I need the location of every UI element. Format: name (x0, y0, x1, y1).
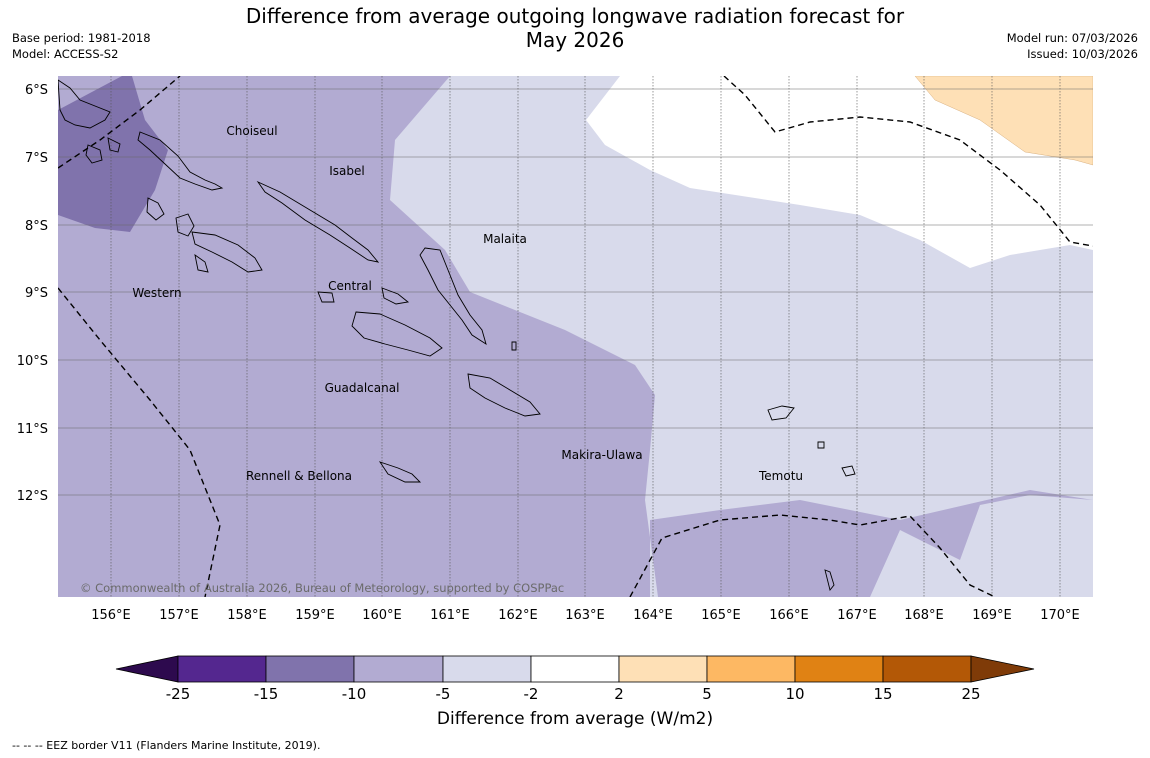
model-name: Model: ACCESS-S2 (12, 47, 119, 61)
lon-label: 170°E (1040, 608, 1080, 623)
colorbar-tick: 5 (702, 685, 712, 703)
colorbar-swatch (618, 655, 708, 683)
lat-label: 9°S (25, 286, 48, 301)
eez-borders (58, 76, 1093, 597)
colorbar-swatch (353, 655, 444, 683)
lon-label: 164°E (633, 608, 673, 623)
colorbar-tick: -15 (254, 685, 279, 703)
colorbar-tick: 2 (614, 685, 624, 703)
anomaly-band-p2-p5 (914, 76, 1093, 166)
lon-label: 167°E (837, 608, 877, 623)
region-labels: Choiseul Isabel Malaita Western Central … (132, 124, 803, 483)
colorbar-swatch (265, 655, 355, 683)
colorbar-swatch (882, 655, 972, 683)
lon-label: 166°E (769, 608, 809, 623)
colorbar-swatch (530, 655, 620, 683)
lat-label: 8°S (25, 219, 48, 234)
colorbar-tick: 25 (961, 685, 980, 703)
lon-label: 157°E (159, 608, 199, 623)
longitude-axis: 156°E 157°E 158°E 159°E 160°E 161°E 162°… (91, 608, 1080, 623)
lon-label: 160°E (362, 608, 402, 623)
colorbar-tick: -2 (524, 685, 539, 703)
anomaly-band-m2-p2 (586, 76, 1093, 268)
copyright-notice: © Commonwealth of Australia 2026, Bureau… (80, 581, 564, 595)
base-period: Base period: 1981-2018 (12, 31, 151, 45)
lat-label: 6°S (25, 83, 48, 98)
coastlines (58, 79, 856, 591)
region-label-malaita: Malaita (483, 232, 527, 246)
colorbar-tick: -5 (436, 685, 451, 703)
colorbar-swatch (442, 655, 532, 683)
region-label-isabel: Isabel (329, 164, 364, 178)
region-label-western: Western (132, 286, 181, 300)
lon-label: 156°E (91, 608, 131, 623)
map-panel: © Commonwealth of Australia 2026, Bureau… (58, 76, 1093, 597)
lon-label: 168°E (904, 608, 944, 623)
anomaly-band-m15-m10 (58, 76, 168, 232)
lon-label: 159°E (295, 608, 335, 623)
colorbar-extend-high (970, 655, 1035, 683)
lon-label: 163°E (565, 608, 605, 623)
lat-label: 10°S (17, 354, 48, 369)
eez-footnote: -- -- -- EEZ border V11 (Flanders Marine… (12, 739, 321, 752)
colorbar-tick: 15 (873, 685, 892, 703)
region-label-temotu: Temotu (758, 469, 803, 483)
latitude-axis: 6°S 7°S 8°S 9°S 10°S 11°S 12°S (17, 83, 48, 504)
model-run: Model run: 07/03/2026 (1006, 31, 1138, 45)
colorbar-label: Difference from average (W/m2) (436, 709, 714, 729)
lon-label: 158°E (227, 608, 267, 623)
lat-label: 11°S (17, 422, 48, 437)
lat-label: 12°S (17, 489, 48, 504)
chart-title: Difference from average outgoing longwav… (230, 4, 920, 52)
issued-date: Issued: 10/03/2026 (1027, 47, 1138, 61)
region-label-choiseul: Choiseul (226, 124, 277, 138)
region-label-rennell-bellona: Rennell & Bellona (246, 469, 352, 483)
colorbar-swatch (794, 655, 884, 683)
colorbar-ticks: -25 -15 -10 -5 -2 2 5 10 15 25 (166, 685, 981, 703)
colorbar-swatch (177, 655, 267, 683)
lon-label: 162°E (498, 608, 538, 623)
region-label-makira-ulawa: Makira-Ulawa (561, 448, 642, 462)
meta-left: Base period: 1981-2018 Model: ACCESS-S2 (12, 30, 151, 62)
lon-label: 169°E (972, 608, 1012, 623)
lat-label: 7°S (25, 151, 48, 166)
lon-label: 165°E (701, 608, 741, 623)
colorbar-tick: -25 (166, 685, 191, 703)
colorbar-tick: 10 (785, 685, 804, 703)
meta-right: Model run: 07/03/2026 Issued: 10/03/2026 (1007, 30, 1138, 62)
colorbar-extend-low (115, 655, 179, 683)
lat-gridlines (58, 88, 1093, 496)
title-line-1: Difference from average outgoing longwav… (245, 4, 905, 28)
colorbar-tick: -10 (342, 685, 367, 703)
colorbar (115, 655, 1035, 683)
title-line-2: May 2026 (525, 28, 625, 52)
colorbar-swatch (706, 655, 796, 683)
lon-label: 161°E (430, 608, 470, 623)
region-label-central: Central (328, 279, 372, 293)
region-label-guadalcanal: Guadalcanal (325, 381, 400, 395)
